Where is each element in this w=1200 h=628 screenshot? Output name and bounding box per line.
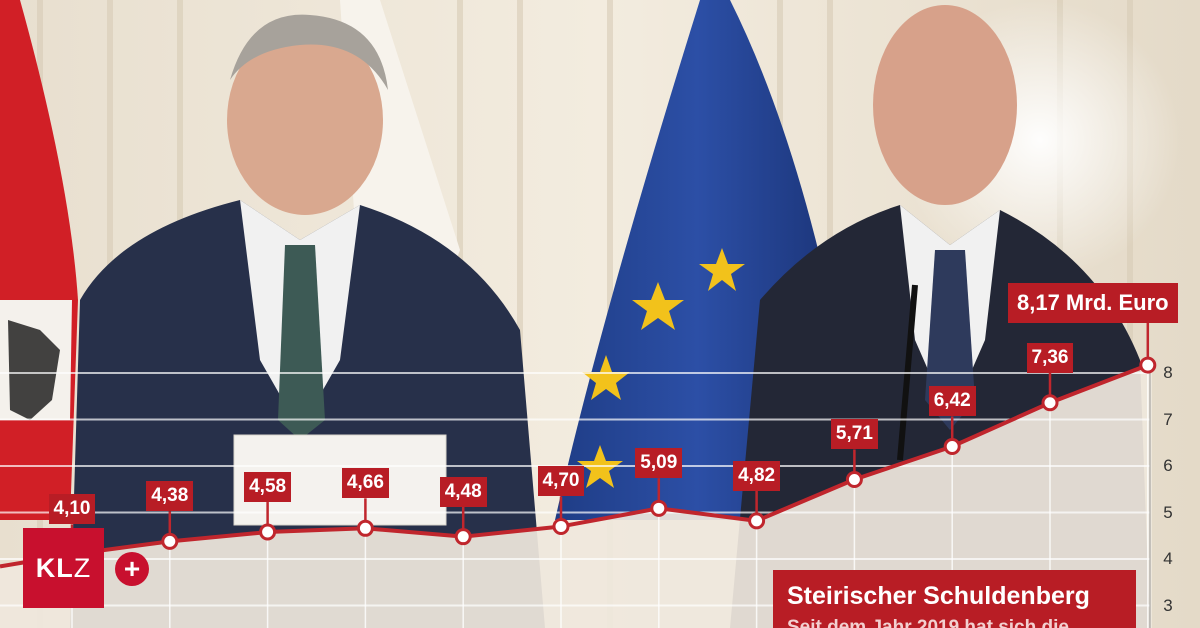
- klz-logo[interactable]: KLZ: [23, 528, 104, 608]
- value-label: 5,71: [830, 419, 878, 450]
- chart-subtitle: Seit dem Jahr 2019 hat sich die: [787, 617, 1069, 628]
- value-label: 7,36: [1026, 342, 1074, 373]
- y-tick-label: 3: [1163, 595, 1173, 615]
- value-label: 4,66: [341, 468, 389, 499]
- y-tick-label: 4: [1163, 549, 1173, 568]
- data-point: [356, 519, 374, 537]
- grid-lines: [0, 365, 1151, 628]
- value-label: 5,09: [635, 448, 683, 479]
- value-label: 4,48: [439, 476, 487, 507]
- value-label: 6,42: [928, 386, 976, 417]
- logo-text-bold: KL: [35, 553, 74, 583]
- value-label: 4,70: [537, 466, 585, 497]
- plus-icon[interactable]: +: [115, 552, 149, 586]
- value-label: 4,38: [146, 481, 194, 512]
- data-points: [63, 356, 1157, 563]
- y-tick-label: 5: [1163, 502, 1173, 522]
- label-leaders: [70, 323, 1150, 548]
- data-point: [748, 512, 766, 530]
- data-point: [161, 532, 179, 550]
- info-box: Steirischer Schuldenberg Seit dem Jahr 2…: [773, 570, 1136, 628]
- data-point: [943, 437, 961, 455]
- chart-title: Steirischer Schuldenberg: [787, 582, 1090, 610]
- y-tick-label: 8: [1163, 363, 1173, 382]
- data-point: [454, 528, 472, 546]
- logo-text-regular: Z: [73, 553, 92, 583]
- value-label: 4,58: [244, 472, 292, 503]
- data-point: [1139, 356, 1157, 374]
- value-label: 4,10: [48, 494, 96, 525]
- y-tick-label: 6: [1163, 456, 1173, 475]
- y-tick-label: 7: [1163, 409, 1173, 429]
- value-label: 4,82: [733, 460, 781, 491]
- data-point: [845, 470, 863, 488]
- chart-area-fill: [0, 365, 1152, 628]
- eagle-emblem: [8, 320, 60, 420]
- final-value-label: 8,17 Mrd. Euro: [1008, 283, 1178, 323]
- data-point: [1041, 394, 1059, 412]
- data-point: [259, 523, 277, 541]
- data-point: [650, 499, 668, 517]
- data-point: [552, 517, 570, 535]
